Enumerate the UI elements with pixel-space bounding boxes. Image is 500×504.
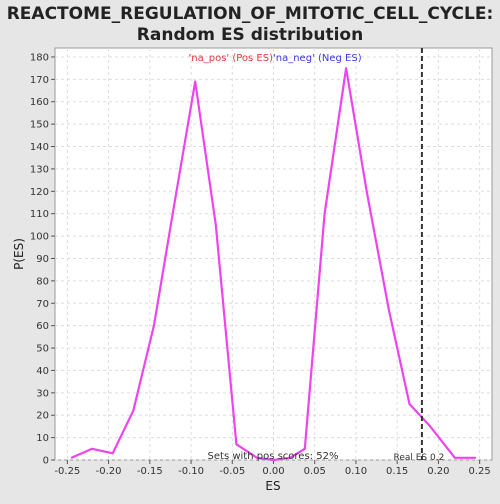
y-tick-label: 100 bbox=[30, 232, 49, 243]
es-data-point bbox=[454, 456, 456, 459]
x-axis-label: ES bbox=[265, 479, 280, 493]
es-data-point bbox=[214, 224, 217, 226]
es-data-point bbox=[256, 456, 258, 459]
es-data-point bbox=[429, 425, 431, 428]
y-tick-label: 140 bbox=[30, 142, 49, 153]
es-data-point bbox=[194, 80, 196, 83]
y-tick-label: 130 bbox=[30, 164, 49, 175]
grid-layer bbox=[55, 48, 492, 461]
es-data-point bbox=[323, 212, 326, 215]
real-es-label: Real ES 0.2 bbox=[393, 453, 444, 463]
es-data-point bbox=[289, 456, 291, 459]
es-data-point bbox=[474, 456, 477, 459]
x-tick-label: -0.25 bbox=[54, 466, 80, 477]
x-tick-label: -0.05 bbox=[219, 466, 245, 477]
x-tick-label: 0.25 bbox=[468, 466, 490, 477]
es-data-point bbox=[91, 448, 93, 450]
x-tick-label: 0.05 bbox=[304, 466, 326, 477]
y-tick-label: 10 bbox=[36, 433, 49, 444]
y-tick-label: 60 bbox=[36, 321, 49, 332]
es-data-point bbox=[408, 403, 411, 405]
pos-scores-annotation: Sets with pos scores: 52% bbox=[208, 451, 339, 462]
es-data-point bbox=[235, 443, 238, 446]
y-tick-label: 170 bbox=[30, 75, 49, 86]
y-tick-label: 110 bbox=[30, 209, 49, 220]
y-axis-label: P(ES) bbox=[12, 238, 26, 270]
x-tick-label: 0.15 bbox=[386, 466, 408, 477]
y-tick-label: 30 bbox=[36, 388, 49, 399]
y-tick-label: 20 bbox=[36, 411, 49, 422]
y-tick-label: 80 bbox=[36, 276, 49, 287]
y-tick-label: 50 bbox=[36, 344, 49, 355]
axis-layer: 0 10 20 30 40 50 60 70 80 90 100 110 120 130 140 150 160… bbox=[30, 52, 491, 477]
x-tick-label: -0.15 bbox=[137, 466, 163, 477]
es-data-point bbox=[304, 448, 306, 450]
legend-neg-label: 'na_neg' (Neg ES) bbox=[273, 53, 362, 64]
es-data-point bbox=[132, 409, 135, 412]
y-tick-label: 180 bbox=[30, 52, 49, 63]
x-tick-label: -0.10 bbox=[178, 466, 204, 477]
es-data-point bbox=[70, 456, 73, 459]
chart-title-line1: REACTOME_REGULATION_OF_MITOTIC_CELL_CYCL… bbox=[7, 4, 494, 24]
chart-title-line2: Random ES distribution bbox=[137, 25, 363, 45]
y-tick-label: 160 bbox=[30, 97, 49, 108]
y-tick-label: 40 bbox=[36, 366, 49, 377]
y-tick-label: 150 bbox=[30, 120, 49, 131]
x-tick-label: -0.20 bbox=[96, 466, 122, 477]
es-data-point bbox=[365, 190, 368, 193]
legend-pos-label: 'na_pos' (Pos ES) bbox=[189, 53, 274, 64]
x-tick-label: 0.00 bbox=[262, 466, 284, 477]
y-tick-label: 70 bbox=[36, 299, 49, 310]
es-data-point bbox=[173, 201, 176, 204]
es-data-point bbox=[272, 459, 275, 461]
x-tick-label: 0.20 bbox=[427, 466, 449, 477]
y-tick-label: 0 bbox=[43, 456, 49, 467]
y-tick-label: 90 bbox=[36, 254, 49, 265]
y-tick-label: 120 bbox=[30, 187, 49, 198]
es-data-point bbox=[153, 324, 155, 327]
x-tick-label: 0.10 bbox=[345, 466, 367, 477]
es-data-point bbox=[111, 452, 114, 455]
es-data-point bbox=[388, 309, 390, 311]
series-layer bbox=[70, 67, 477, 462]
es-data-point bbox=[345, 67, 347, 69]
